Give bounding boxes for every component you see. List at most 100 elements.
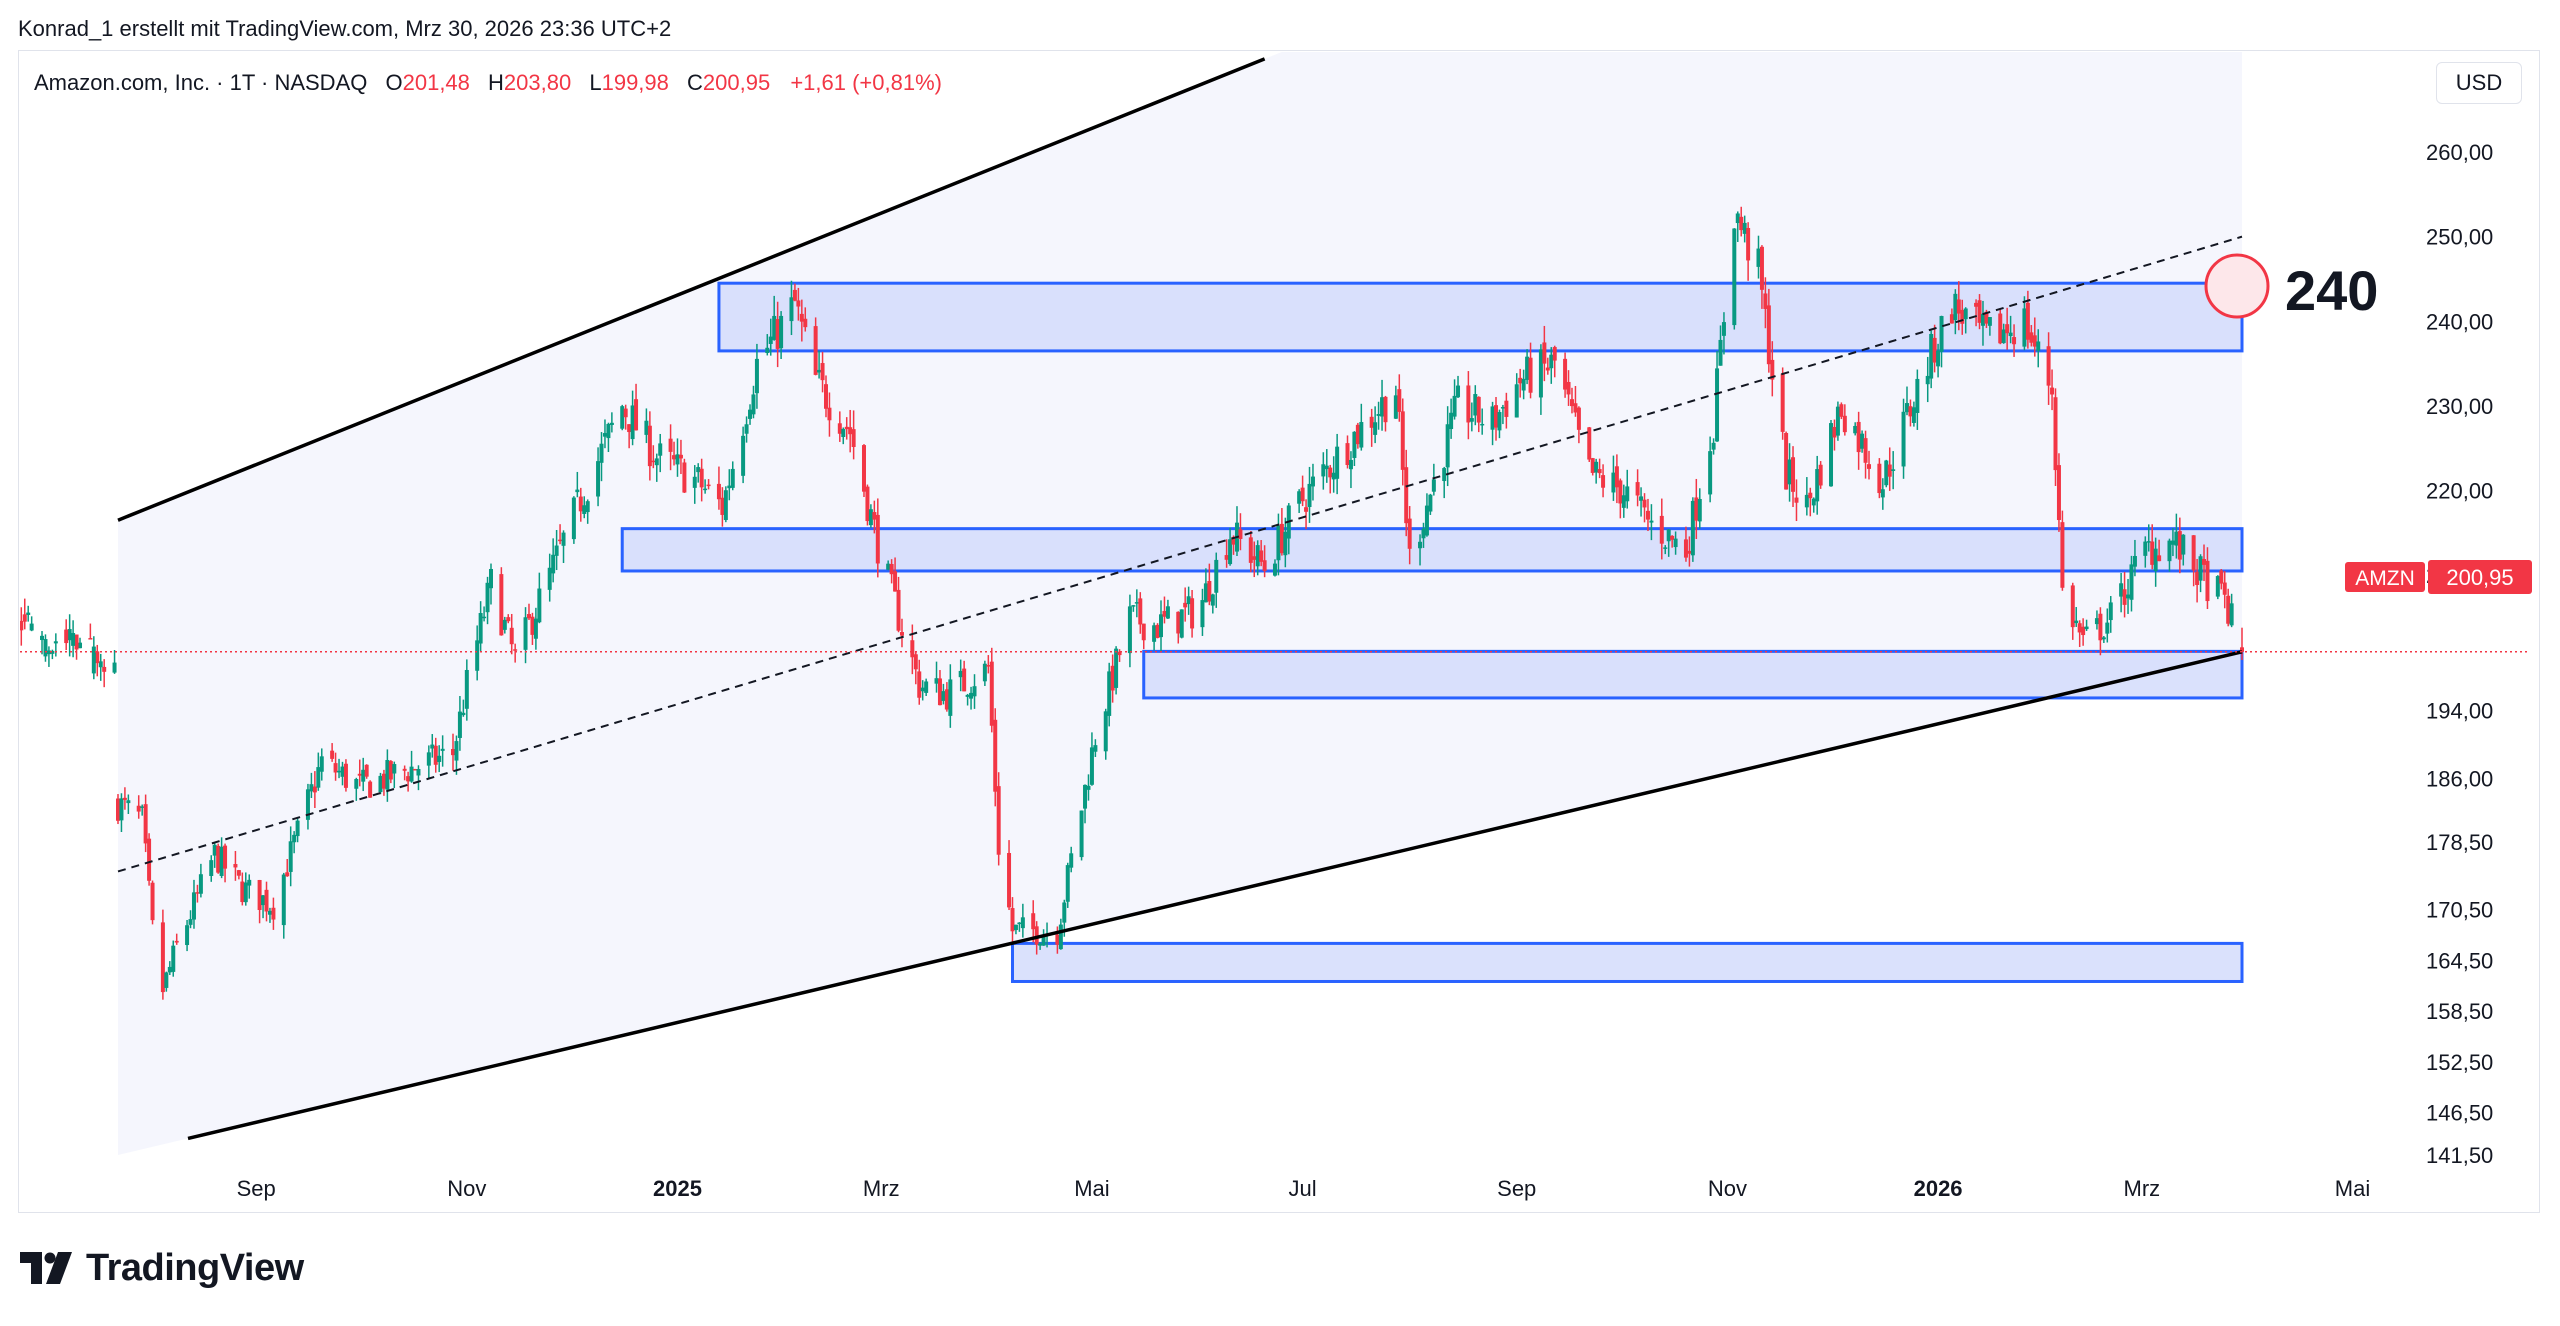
candle-body [292, 834, 297, 843]
candle-body [696, 467, 701, 473]
candle [1424, 493, 1429, 537]
annotation-circle-icon[interactable] [2204, 253, 2270, 319]
currency-button[interactable]: USD [2436, 62, 2522, 104]
zone-3[interactable] [1142, 649, 2244, 700]
candle [1538, 344, 1543, 415]
candle-body [1787, 459, 1792, 485]
candle-body [644, 420, 649, 435]
candle-body [288, 841, 293, 872]
legend-open: 201,48 [402, 70, 470, 95]
candle-body [1400, 411, 1405, 470]
candle-body [2036, 341, 2041, 351]
candle [513, 643, 518, 663]
legend-symbol[interactable]: Amazon.com, Inc. · 1T · NASDAQ [34, 70, 368, 95]
candle [1404, 449, 1409, 537]
candle-body [1407, 518, 1412, 549]
zone-2[interactable] [620, 527, 2244, 573]
candle-body [533, 618, 538, 639]
y-tick-label: 240,00 [2426, 309, 2493, 334]
candle [1721, 312, 1726, 355]
candle [1683, 526, 1688, 562]
candle [1690, 497, 1695, 562]
candle [261, 894, 266, 919]
candle-body [475, 640, 480, 671]
candle [174, 933, 179, 945]
candle-body [413, 768, 418, 771]
candle [2132, 539, 2137, 577]
candle-body [851, 429, 856, 448]
candle-body [561, 532, 566, 546]
candle-body [934, 678, 939, 684]
candle-body [865, 486, 870, 522]
candle-body [2012, 337, 2017, 345]
candle [2032, 317, 2037, 357]
candle-body [1832, 426, 1837, 438]
channel-lower-line[interactable] [187, 650, 2243, 1141]
candle [1466, 371, 1471, 440]
candle [547, 553, 552, 602]
candle-body [506, 617, 511, 622]
candle-body [1473, 394, 1478, 416]
candle-body [433, 745, 438, 765]
candle [502, 616, 507, 634]
candle-body [526, 614, 531, 619]
candle-body [1328, 467, 1333, 478]
channel-upper-line[interactable] [117, 57, 1266, 522]
candle [682, 458, 687, 493]
x-tick-label: Mrz [863, 1176, 900, 1201]
candle [2077, 620, 2082, 648]
candle-body [1424, 505, 1429, 536]
candle-body [779, 315, 784, 349]
candle [868, 504, 873, 528]
midline-dashed[interactable] [117, 235, 2243, 873]
candle-body [1860, 433, 1865, 449]
candle-body [295, 820, 300, 837]
candle [1663, 545, 1668, 555]
candle [1697, 488, 1702, 529]
candle-body [1766, 305, 1771, 365]
candle [1763, 277, 1768, 329]
candle [692, 465, 697, 504]
candle [2060, 510, 2065, 591]
candle-body [620, 406, 625, 429]
candle [796, 287, 801, 321]
candle-body [1494, 405, 1499, 428]
candle [464, 659, 469, 721]
price-tag: 200,95 [2446, 565, 2513, 590]
candle [1594, 458, 1599, 484]
candle-body [554, 545, 559, 556]
candle [340, 761, 345, 786]
candle-body [1687, 550, 1692, 554]
candle [1224, 539, 1229, 568]
candle [29, 616, 34, 632]
candle [1770, 341, 1775, 397]
candle-body [1397, 389, 1402, 412]
candle-body [1715, 368, 1720, 442]
candle-body [53, 641, 58, 644]
tradingview-logo[interactable]: TradingView [20, 1247, 304, 1289]
candle [551, 538, 556, 583]
candle [1521, 369, 1526, 400]
candle-body [837, 423, 842, 434]
candle-body [1735, 213, 1740, 224]
candle-body [147, 838, 152, 881]
candle-body [1469, 418, 1474, 422]
candle [1038, 942, 1043, 950]
candle [88, 623, 93, 640]
candle-body [1476, 396, 1481, 423]
candle-body [775, 319, 780, 349]
candle [1877, 458, 1882, 499]
candle-body [1552, 347, 1557, 361]
annotation-text[interactable]: 240 [2285, 259, 2378, 322]
candle [364, 764, 369, 779]
candle-body [312, 786, 317, 793]
candle [1504, 392, 1509, 429]
candle [1152, 622, 1157, 651]
candle [2191, 535, 2196, 587]
candle [2181, 534, 2186, 566]
zone-4[interactable] [1010, 941, 2244, 983]
candle [119, 793, 124, 833]
candle-body [116, 798, 120, 821]
candle [1279, 508, 1284, 556]
